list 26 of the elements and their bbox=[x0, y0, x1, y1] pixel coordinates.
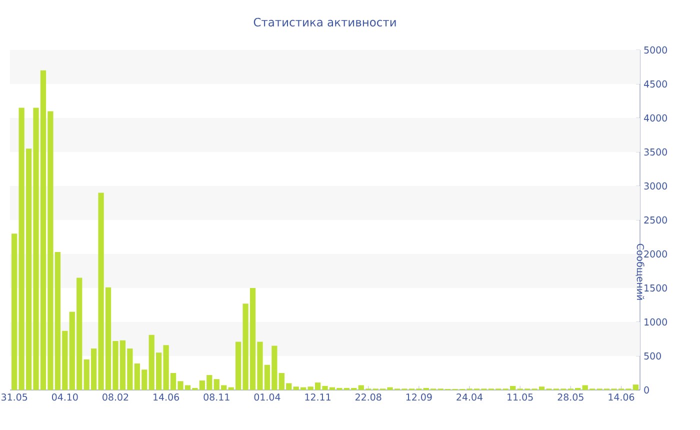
x-tick-label: 14.06 bbox=[154, 394, 179, 401]
x-tick-label: 12.11 bbox=[305, 394, 330, 401]
y-tick-label: 3500 bbox=[644, 148, 667, 156]
y-tick-label: 4500 bbox=[644, 80, 667, 88]
x-tick-label: 08.11 bbox=[204, 394, 230, 401]
x-tick-label: 31.05 bbox=[2, 394, 28, 401]
x-tick-label: 28.05 bbox=[558, 394, 584, 401]
y-tick-label: 500 bbox=[644, 352, 661, 360]
y-tick-label: 0 bbox=[644, 386, 649, 394]
y-tick-label: 4000 bbox=[644, 114, 667, 122]
x-tick-label: 11.05 bbox=[508, 394, 533, 401]
y-tick-label: 2500 bbox=[644, 216, 667, 224]
y-tick-label: 1000 bbox=[644, 318, 667, 326]
chart-title: Статистика активности bbox=[254, 18, 396, 26]
y-axis-title: Сообщений bbox=[636, 244, 644, 300]
x-tick-label: 08.02 bbox=[102, 394, 128, 401]
x-tick-label: 14.06 bbox=[608, 394, 634, 401]
x-tick-label: 22.08 bbox=[355, 394, 382, 401]
y-tick-label: 3000 bbox=[644, 182, 667, 190]
y-tick-label: 5000 bbox=[644, 46, 667, 54]
x-tick-label: 04.10 bbox=[52, 394, 78, 401]
x-tick-label: 12.09 bbox=[406, 394, 432, 401]
y-tick-label: 1500 bbox=[644, 284, 667, 292]
x-tick-label: 24.04 bbox=[456, 394, 483, 401]
x-tick-label: 01.04 bbox=[254, 394, 280, 401]
y-tick-label: 2000 bbox=[644, 250, 667, 258]
